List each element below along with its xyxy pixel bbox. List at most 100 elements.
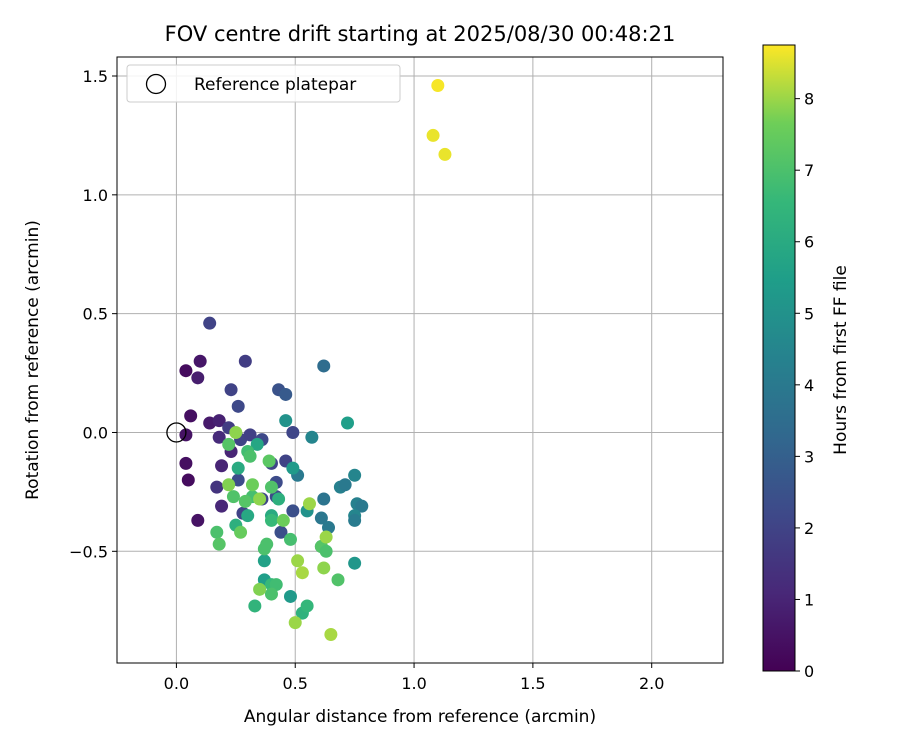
data-point [238,354,252,368]
data-point [253,582,267,596]
data-point [341,416,355,430]
data-point [234,525,248,539]
data-points [166,79,452,641]
data-point [348,468,362,482]
data-point [331,573,345,587]
data-point [215,459,229,473]
data-point [319,530,333,544]
data-point [245,478,259,492]
data-point [317,561,331,575]
data-point [257,554,271,568]
data-point [355,499,369,513]
x-tick-label: 0.5 [283,674,308,693]
data-point [238,494,252,508]
data-point [226,490,240,504]
y-tick-label: 0.5 [83,305,108,324]
data-point [272,492,286,506]
data-point [286,504,300,518]
data-point [431,79,445,93]
data-point [279,387,293,401]
data-point [229,425,243,439]
data-point [305,430,319,444]
y-tick-label: 1.0 [83,186,108,205]
colorbar-label: Hours from first FF file [831,265,851,455]
colorbar [762,44,796,672]
data-point [295,566,309,580]
data-point [264,513,278,527]
data-point [253,492,267,506]
plot-frame [116,56,724,664]
colorbar-tick-label: 4 [804,376,814,395]
data-point [243,449,257,463]
x-tick-label: 0.0 [164,674,189,693]
data-point [300,599,314,613]
legend-box [126,64,401,103]
data-point [286,461,300,475]
data-point [338,478,352,492]
data-point [276,513,290,527]
data-point [184,409,198,423]
data-point [179,456,193,470]
reference-platepar-marker [166,422,187,443]
data-point [314,511,328,525]
data-point [203,316,217,330]
data-point [274,525,288,539]
data-point [231,399,245,413]
data-point [210,480,224,494]
data-point [243,428,257,442]
data-point [302,497,316,511]
legend-marker-reference [145,73,167,95]
colorbar-tick-label: 6 [804,233,814,252]
data-point [324,627,338,641]
data-point [181,473,195,487]
data-point [250,437,264,451]
colorbar-tick-label: 7 [804,161,814,180]
grid [117,57,723,663]
x-tick-label: 1.0 [401,674,426,693]
data-point [222,478,236,492]
data-point [319,544,333,558]
data-point [215,499,229,513]
data-point [231,461,245,475]
data-point [279,414,293,428]
x-axis-label: Angular distance from reference (arcmin) [244,707,596,727]
data-point [262,454,276,468]
data-point [224,383,238,397]
data-point [317,492,331,506]
data-point [291,554,305,568]
data-point [260,537,274,551]
data-point [179,364,193,378]
y-axis-label: Rotation from reference (arcmin) [23,220,43,500]
data-point [348,513,362,527]
data-point [283,532,297,546]
data-point [348,556,362,570]
data-point [191,371,205,385]
colorbar-tick-label: 2 [804,519,814,538]
data-point [212,414,226,428]
colorbar-tick-label: 5 [804,304,814,323]
data-point [210,525,224,539]
data-point [191,513,205,527]
data-point [248,599,262,613]
data-point [286,425,300,439]
colorbar-tick-label: 1 [804,590,814,609]
legend: Reference platepar [126,64,401,103]
x-tick-label: 2.0 [639,674,664,693]
y-axis-ticks: −0.5 0.0 0.5 1.0 1.5 [69,67,117,561]
data-point [241,509,255,523]
data-point [264,480,278,494]
colorbar-tick-label: 3 [804,447,814,466]
colorbar-tick-label: 8 [804,90,814,109]
y-tick-label: 1.5 [83,67,108,86]
data-point [283,589,297,603]
data-point [438,147,452,161]
data-point [212,430,226,444]
y-tick-label: −0.5 [69,542,108,561]
data-point [317,359,331,373]
y-tick-label: 0.0 [83,423,108,442]
data-point [193,354,207,368]
data-point [264,587,278,601]
legend-label-reference: Reference platepar [194,75,356,95]
colorbar-ticks: 0 1 2 3 4 5 6 7 8 [795,90,814,681]
